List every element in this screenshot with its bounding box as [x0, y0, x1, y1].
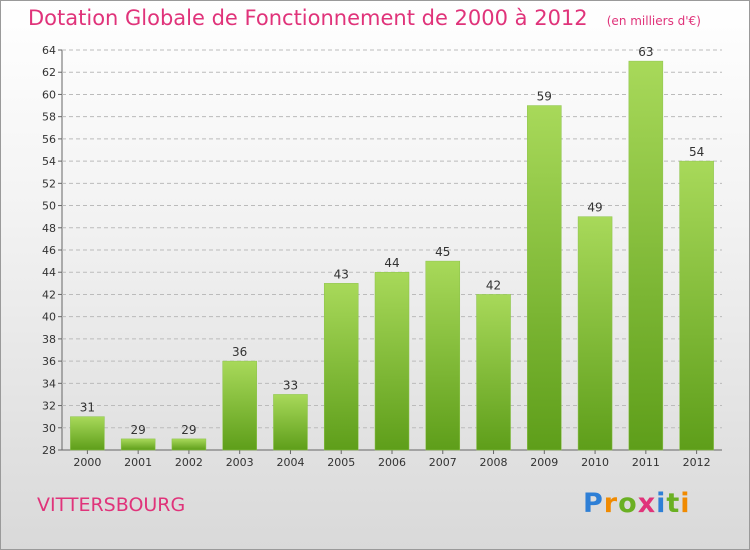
town-name: VITTERSBOURG [37, 494, 186, 516]
logo-letter: i [656, 488, 667, 519]
y-tick-label: 36 [42, 355, 56, 368]
data-label: 36 [232, 345, 247, 359]
y-tick-label: 40 [42, 311, 56, 324]
data-label: 33 [283, 378, 298, 392]
x-tick-label: 2009 [530, 456, 558, 469]
y-tick-label: 42 [42, 288, 56, 301]
logo-letter: x [637, 488, 657, 519]
bar [120, 438, 156, 451]
data-label: 44 [384, 256, 399, 270]
x-tick-label: 2007 [429, 456, 457, 469]
data-label: 29 [181, 423, 196, 437]
y-tick-label: 64 [42, 44, 56, 57]
x-tick-label: 2000 [73, 456, 101, 469]
bar [374, 271, 410, 451]
y-tick-label: 50 [42, 200, 56, 213]
y-tick-label: 52 [42, 177, 56, 190]
bar [527, 105, 562, 451]
y-tick-label: 54 [42, 155, 56, 168]
x-tick-label: 2001 [124, 456, 152, 469]
chart-title-row: Dotation Globale de Fonctionnement de 20… [28, 6, 701, 30]
data-label: 45 [435, 245, 450, 259]
data-label: 54 [689, 145, 704, 159]
x-tick-label: 2002 [175, 456, 203, 469]
y-tick-label: 58 [42, 111, 56, 124]
bar [425, 260, 461, 451]
y-tick-label: 34 [42, 377, 56, 390]
data-label: 49 [587, 201, 602, 215]
y-tick-label: 48 [42, 222, 56, 235]
proxiti-logo: Proxiti [583, 488, 691, 519]
y-tick-label: 32 [42, 400, 56, 413]
x-tick-label: 2005 [327, 456, 355, 469]
bar [577, 216, 613, 451]
data-label: 42 [486, 278, 501, 292]
logo-letter: o [618, 488, 638, 519]
bar [628, 60, 664, 451]
logo-letter: i [680, 488, 691, 519]
bar [273, 394, 308, 451]
x-tick-label: 2011 [632, 456, 660, 469]
bar [70, 416, 105, 451]
logo-letter: t [666, 488, 681, 519]
y-tick-label: 46 [42, 244, 56, 257]
x-tick-label: 2010 [581, 456, 609, 469]
logo-letter: r [603, 488, 619, 519]
bar [222, 360, 257, 451]
y-tick-label: 62 [42, 66, 56, 79]
data-label: 29 [131, 423, 146, 437]
bar [171, 438, 207, 451]
y-tick-label: 38 [42, 333, 56, 346]
y-tick-label: 44 [42, 266, 56, 279]
y-tick-label: 60 [42, 88, 56, 101]
data-label: 63 [638, 45, 653, 59]
x-tick-label: 2006 [378, 456, 406, 469]
y-tick-label: 56 [42, 133, 56, 146]
chart-title: Dotation Globale de Fonctionnement de 20… [28, 6, 588, 30]
data-label: 31 [80, 401, 95, 415]
logo-letter: P [583, 488, 604, 519]
bar [323, 283, 359, 451]
x-tick-label: 2008 [480, 456, 508, 469]
x-tick-label: 2004 [276, 456, 304, 469]
x-tick-label: 2003 [226, 456, 254, 469]
bar [679, 160, 714, 451]
y-tick-label: 30 [42, 422, 56, 435]
data-label: 59 [537, 90, 552, 104]
unit-note: (en milliers d'€) [606, 14, 701, 28]
y-tick-label: 28 [42, 444, 56, 457]
bar [476, 294, 511, 451]
data-label: 43 [334, 267, 349, 281]
x-tick-label: 2012 [683, 456, 711, 469]
